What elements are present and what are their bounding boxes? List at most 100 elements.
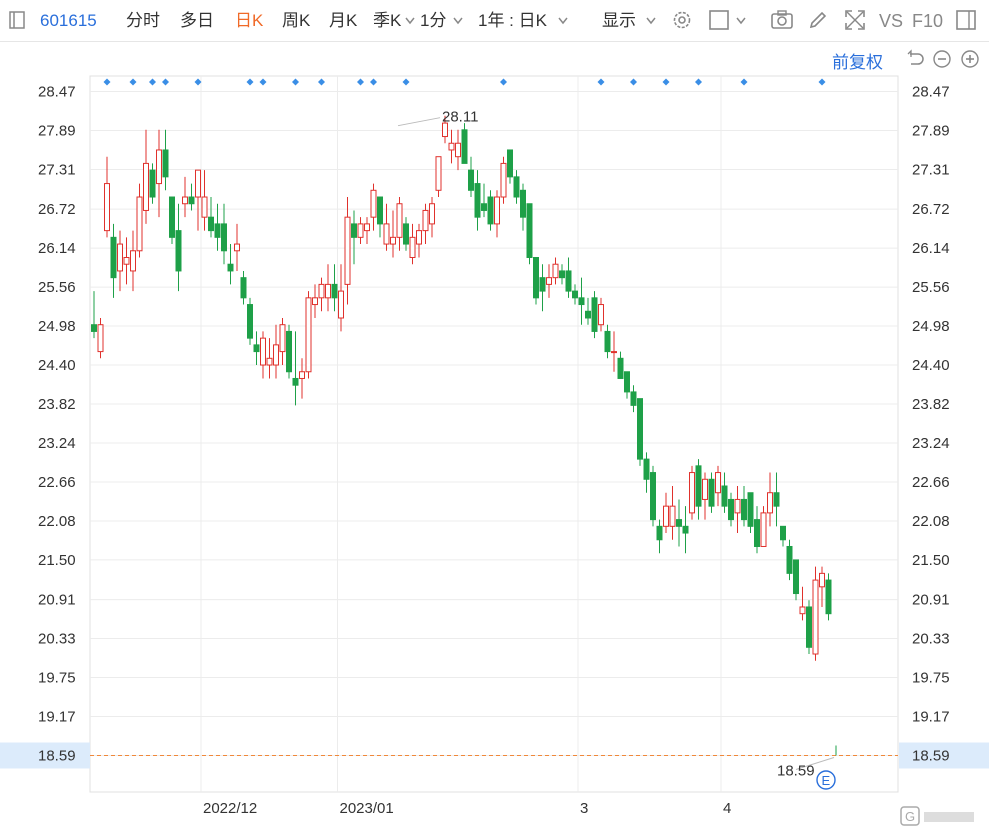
candle-body <box>481 203 487 211</box>
display-menu[interactable]: 显示 <box>602 11 636 30</box>
y-tick-label-right: 23.82 <box>912 396 950 413</box>
candle-body <box>526 203 533 258</box>
candle-body <box>819 572 825 588</box>
camera-icon[interactable] <box>770 9 794 31</box>
candle-body <box>156 149 162 185</box>
tab-intraday[interactable]: 分时 <box>126 11 160 30</box>
y-tick-label-right: 26.72 <box>912 201 950 218</box>
y-tick-label-left: 22.08 <box>38 513 76 530</box>
x-tick-label: 2023/01 <box>340 800 394 817</box>
panel-toggle-icon[interactable] <box>8 9 28 31</box>
y-tick-label-right: 24.98 <box>912 318 950 335</box>
gear-icon[interactable] <box>671 9 693 31</box>
candle-body <box>234 243 240 252</box>
plot-frame <box>89 75 899 793</box>
tab-quarterly-k[interactable]: 季K <box>373 11 402 30</box>
y-tick-label-right: 20.33 <box>912 631 950 648</box>
stock-code[interactable]: 601615 <box>40 11 97 30</box>
last-price-label-bg <box>0 742 90 769</box>
candle-body <box>136 196 143 252</box>
candle-body <box>812 579 819 655</box>
candle-body <box>338 290 344 319</box>
candle-body <box>799 606 806 615</box>
event-marker <box>597 78 605 86</box>
vs-button[interactable]: VS <box>879 11 904 31</box>
candle-body <box>260 337 266 366</box>
tab-weekly-k[interactable]: 周K <box>282 11 311 30</box>
chevron-down-icon[interactable] <box>735 16 747 26</box>
candle-body <box>195 169 201 198</box>
candle-body <box>676 519 682 527</box>
f10-button[interactable]: F10 <box>912 11 944 31</box>
event-marker <box>357 78 364 86</box>
y-tick-label-left: 21.50 <box>38 552 76 569</box>
candle-body <box>734 498 741 514</box>
candle-body <box>546 277 552 285</box>
tab-daily-k[interactable]: 日K <box>235 11 264 30</box>
candle-body <box>624 371 630 393</box>
chevron-down-icon[interactable] <box>452 16 464 26</box>
chart-toolbar: 601615 分时 多日 日K 周K 月K 季K 1分 1年 : 日K 显示 V… <box>0 0 989 42</box>
candle-body <box>760 512 767 547</box>
candle-body <box>143 162 149 211</box>
candle-body <box>130 250 136 272</box>
candle-body <box>656 525 663 541</box>
zoom-out-icon[interactable] <box>932 49 952 69</box>
candle-body <box>507 149 513 178</box>
candle-body <box>721 485 728 507</box>
period-select[interactable]: 1年 : 日K <box>478 11 547 30</box>
candle-body <box>780 525 786 541</box>
chevron-down-icon[interactable] <box>557 16 569 26</box>
candle-body <box>585 310 591 319</box>
candle-body <box>364 223 370 232</box>
candle-body <box>357 223 364 238</box>
candle-body <box>221 223 227 252</box>
candle-body <box>396 203 403 238</box>
y-tick-label-right: 19.75 <box>912 670 950 687</box>
tab-multiday[interactable]: 多日 <box>180 11 214 30</box>
pen-icon[interactable] <box>807 9 829 31</box>
candle-body <box>611 351 617 354</box>
y-tick-label-right: 27.89 <box>912 122 950 139</box>
square-icon[interactable] <box>708 9 730 31</box>
event-marker <box>630 78 637 86</box>
zoom-in-icon[interactable] <box>960 49 980 69</box>
chevron-down-icon[interactable] <box>645 16 657 26</box>
tab-monthly-k[interactable]: 月K <box>329 11 358 30</box>
y-tick-label-left: 27.89 <box>38 122 76 139</box>
candle-body <box>97 324 104 353</box>
event-marker <box>818 78 826 86</box>
x-tick-label: 3 <box>580 800 588 817</box>
window-icon[interactable] <box>955 9 977 31</box>
candle-body <box>416 230 422 245</box>
candle-body <box>728 498 734 521</box>
y-tick-label-left: 24.40 <box>38 357 76 374</box>
annotation-leader <box>397 117 441 127</box>
tab-1min[interactable]: 1分 <box>420 11 447 30</box>
candle-body <box>422 209 429 232</box>
candle-body <box>292 377 299 386</box>
candle-body <box>513 176 520 198</box>
fullscreen-icon[interactable] <box>844 9 866 31</box>
candle-body <box>149 169 156 198</box>
adjust-mode-label[interactable]: 前复权 <box>832 53 883 72</box>
candle-body <box>390 236 396 245</box>
y-tick-label-right: 19.17 <box>912 709 950 726</box>
candle-body <box>117 243 123 272</box>
candle-body <box>299 371 305 379</box>
y-tick-label-left: 20.33 <box>38 631 76 648</box>
event-marker <box>162 78 169 86</box>
candle-body <box>500 162 507 198</box>
y-tick-label-left: 23.82 <box>38 396 76 413</box>
candle-body <box>123 257 130 265</box>
undo-icon[interactable] <box>905 49 925 69</box>
candle-body <box>786 545 793 574</box>
candle-body <box>448 142 455 151</box>
candle-body <box>208 216 214 232</box>
chevron-down-icon[interactable] <box>404 16 416 26</box>
candle-body <box>104 183 110 232</box>
candle-body <box>591 297 598 332</box>
y-tick-label-left: 28.47 <box>38 84 76 101</box>
event-marker <box>318 78 325 86</box>
